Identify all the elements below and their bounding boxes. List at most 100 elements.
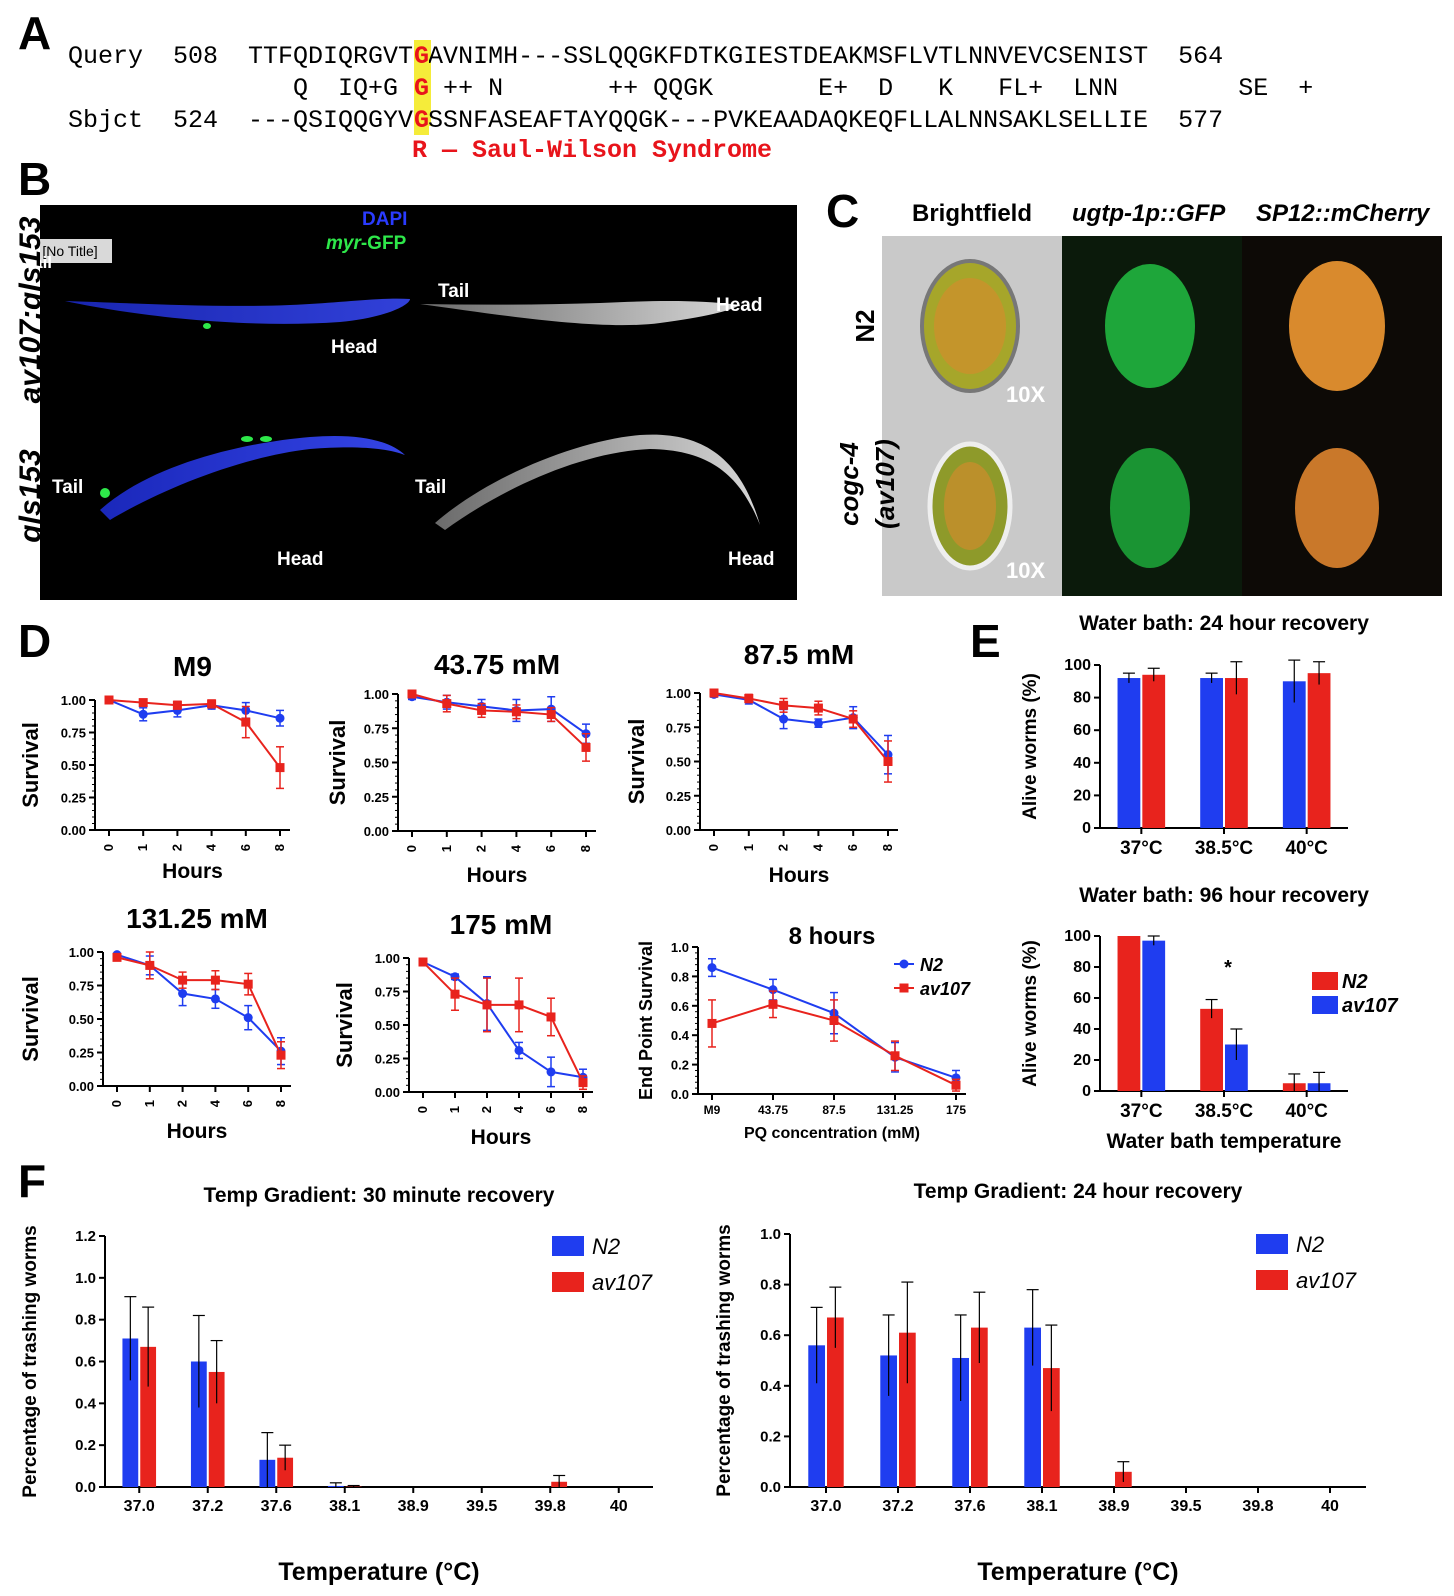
d-m9-point-av107 xyxy=(104,695,114,705)
e-96h-bar-av107 xyxy=(1142,940,1166,1091)
embryo-bf-n2-inner xyxy=(934,278,1006,374)
e-24h-bar-av107 xyxy=(1142,674,1166,828)
e-96h-bar-av107 xyxy=(1225,1044,1248,1091)
e-24h-title: Water bath: 24 hour recovery xyxy=(1079,612,1369,635)
d-endpoint-title: 8 hours xyxy=(789,923,876,950)
d-87-5-line-av107 xyxy=(713,692,889,763)
panel-label-c: C xyxy=(826,185,860,237)
e-96h-xtick-label: 40°C xyxy=(1285,1101,1328,1122)
e-24h-ytick-label: 0 xyxy=(1082,820,1091,837)
d-endpoint-legend-label: av107 xyxy=(920,979,971,999)
e-24h-xtick-label: 38.5°C xyxy=(1195,838,1254,859)
f-30min-legend-swatch xyxy=(552,1272,584,1292)
legend-myr-gfp: myr-GFP xyxy=(326,233,406,255)
mag-label-2: 10X xyxy=(1006,558,1046,583)
head-label-3: Head xyxy=(277,549,324,570)
d-endpoint-point-av107 xyxy=(707,1018,717,1028)
d-131-25-ytick-label: 0.25 xyxy=(69,1046,94,1061)
d-131-25-xlabel: Hours xyxy=(167,1120,228,1143)
d-131-25-ytick-label: 0.75 xyxy=(69,979,94,994)
d-endpoint-ytick-label: 0.2 xyxy=(671,1058,689,1073)
d-87-5-point-av107 xyxy=(813,703,823,713)
f-24h-xtick-label: 37.2 xyxy=(882,1498,913,1515)
f-30min-bar-n2 xyxy=(190,1361,207,1487)
d-87-5-ylabel: Survival xyxy=(624,719,649,805)
d-43-75-xtick-label: 6 xyxy=(543,845,558,852)
d-175-point-av107 xyxy=(482,1000,492,1010)
d-175-point-av107 xyxy=(514,1000,524,1010)
d-175-xtick-label: 8 xyxy=(575,1106,590,1113)
d-endpoint-xtick-label: 87.5 xyxy=(822,1103,846,1117)
d-endpoint-point-n2 xyxy=(768,985,778,995)
d-m9-ytick-label: 0.75 xyxy=(61,726,86,741)
d-43-75-xtick-label: 4 xyxy=(508,844,523,852)
d-endpoint-xlabel: PQ concentration (mM) xyxy=(744,1125,920,1142)
e-24h-ytick-label: 100 xyxy=(1064,657,1091,674)
d-m9-xtick-label: 1 xyxy=(135,844,150,851)
highlight-residue-sbjct: G xyxy=(414,106,430,135)
d-175-xtick-label: 2 xyxy=(479,1106,494,1113)
e-24h-bar-n2 xyxy=(1282,681,1306,828)
e-96h-ytick-label: 80 xyxy=(1073,959,1091,976)
d-175-ytick-label: 0.75 xyxy=(375,985,400,1000)
d-endpoint-ytick-label: 0.8 xyxy=(671,969,689,984)
d-87-5-point-av107 xyxy=(883,757,893,766)
d-87-5-ytick-label: 0.75 xyxy=(666,720,691,735)
d-175-point-av107 xyxy=(450,989,460,999)
f-30min-bar-av107 xyxy=(277,1457,294,1487)
f-24h-ytick-label: 0.8 xyxy=(760,1277,781,1294)
f-24h-bar-av107 xyxy=(899,1332,916,1487)
f-24h-xtick-label: 38.1 xyxy=(1026,1498,1057,1515)
d-endpoint-xtick-label: M9 xyxy=(704,1103,721,1117)
legend-dapi: DAPI xyxy=(362,209,408,230)
e-96h-ytick-label: 0 xyxy=(1082,1083,1091,1100)
d-endpoint-point-av107 xyxy=(829,1016,839,1025)
d-43-75-ytick-label: 1.00 xyxy=(364,687,389,702)
e-24h-bar-av107 xyxy=(1225,678,1248,828)
f-30min-xtick-label: 38.9 xyxy=(398,1498,429,1515)
d-175-point-n2 xyxy=(450,972,460,982)
d-87-5-xtick-label: 8 xyxy=(880,844,895,851)
d-175-ytick-label: 0.25 xyxy=(375,1052,400,1067)
d-endpoint-point-av107 xyxy=(951,1080,961,1090)
e-96h-significance: * xyxy=(1224,957,1232,979)
d-endpoint-xtick-label: 43.75 xyxy=(758,1103,788,1117)
d-m9-xtick-label: 6 xyxy=(238,844,253,851)
highlight-residue-query: G xyxy=(414,42,430,71)
f-24h-bar-n2 xyxy=(808,1345,825,1487)
f-24h-bar-av107 xyxy=(1043,1368,1060,1487)
f-30min-xlabel: Temperature (°C) xyxy=(278,1558,479,1586)
gfp-spot-bottom-a xyxy=(241,436,253,442)
d-131-25-xtick-label: 2 xyxy=(175,1100,190,1107)
e-24h-bar-n2 xyxy=(1200,678,1223,828)
worm-dapi-top xyxy=(65,298,410,324)
d-175-line-av107 xyxy=(422,961,584,1084)
d-87-5-xtick-label: 2 xyxy=(776,844,791,851)
worm-microscopy-panel: DAPI myr-GFP [No Title] Tail Head Tail H… xyxy=(40,205,797,600)
e-24h-ytick-label: 20 xyxy=(1073,787,1091,804)
gfp-spot-bottom-c xyxy=(100,488,110,498)
d-43-75-point-av107 xyxy=(477,705,487,715)
e-24h-ytick-label: 60 xyxy=(1073,722,1091,739)
f-30min-xtick-label: 39.8 xyxy=(535,1498,566,1515)
d-131-25-point-n2 xyxy=(210,994,220,1004)
d-131-25-point-n2 xyxy=(243,1013,253,1023)
d-175-ytick-label: 0.00 xyxy=(375,1085,400,1100)
f-24h-legend-swatch xyxy=(1256,1234,1288,1254)
f-30min-ytick-label: 1.2 xyxy=(75,1228,96,1245)
col-gfp: ugtp-1p::GFP xyxy=(1072,200,1226,227)
d-175-point-n2 xyxy=(514,1045,524,1055)
worm-gray-top xyxy=(420,301,740,326)
d-m9-xlabel: Hours xyxy=(162,860,223,883)
e-24h-bar-av107 xyxy=(1307,673,1331,828)
f-30min-ytick-label: 0.2 xyxy=(75,1437,96,1454)
d-131-25-point-av107 xyxy=(210,975,220,985)
d-m9-point-av107 xyxy=(172,700,182,710)
embryo-mcherry-n2 xyxy=(1289,261,1385,391)
e-96h-ylabel: Alive worms (%) xyxy=(1020,940,1041,1087)
highlight-residue-match: G xyxy=(414,74,430,103)
d-endpoint-xtick-label: 131.25 xyxy=(877,1103,914,1117)
d-endpoint-point-av107 xyxy=(768,999,778,1009)
f-30min-ytick-label: 1.0 xyxy=(75,1270,96,1287)
d-175-ytick-label: 1.00 xyxy=(375,951,400,966)
